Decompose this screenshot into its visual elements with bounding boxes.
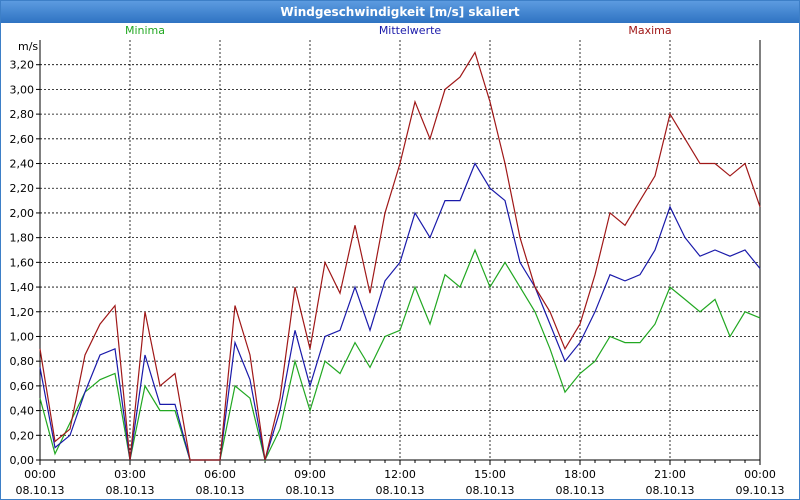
- series-line-mittelwerte: [39, 162, 761, 461]
- grid-lines: [40, 40, 760, 461]
- y-tick-label: 3,20: [10, 59, 35, 72]
- legend-maxima: Maxima: [628, 24, 672, 37]
- y-tick-label: 3,00: [10, 83, 35, 96]
- x-tick-labels: 00:00 08.10.13 03:00 08.10.13 06:00 08.10.13 0…: [16, 468, 785, 497]
- x-tick-time: 00:00: [24, 468, 56, 481]
- axes: [36, 40, 761, 465]
- x-tick-time: 03:00: [114, 468, 146, 481]
- y-tick-label: 1,80: [10, 232, 35, 245]
- x-tick-date: 08.10.13: [646, 484, 695, 497]
- x-tick-date: 08.10.13: [556, 484, 605, 497]
- y-tick-label: 2,60: [10, 133, 35, 146]
- y-tick-label: 1,20: [10, 306, 35, 319]
- x-tick-time: 21:00: [654, 468, 686, 481]
- x-tick-date: 08.10.13: [376, 484, 425, 497]
- x-tick-date: 08.10.13: [106, 484, 155, 497]
- x-tick-date: 09.10.13: [736, 484, 785, 497]
- y-tick-label: 0,60: [10, 380, 35, 393]
- x-tick-time: 12:00: [384, 468, 416, 481]
- x-tick-time: 18:00: [564, 468, 596, 481]
- window-title: Windgeschwindigkeit [m/s] skaliert: [1, 1, 799, 23]
- y-tick-labels: 0,00 0,20 0,40 0,60 0,80 1,00 1,20 1,40 1,60 1,80…: [10, 59, 35, 467]
- series-line-minima: [39, 248, 761, 462]
- x-tick-time: 09:00: [294, 468, 326, 481]
- y-tick-label: 1,60: [10, 256, 35, 269]
- series-lines: [39, 50, 761, 462]
- x-tick-date: 08.10.13: [466, 484, 515, 497]
- legend-minima: Minima: [124, 24, 166, 37]
- y-tick-label: 2,40: [10, 158, 35, 171]
- y-tick-label: 2,20: [10, 182, 35, 195]
- y-tick-label: 1,40: [10, 281, 35, 294]
- series-line-maxima: [39, 50, 761, 461]
- x-tick-date: 08.10.13: [196, 484, 245, 497]
- y-tick-label: 2,00: [10, 207, 35, 220]
- x-tick-time: 00:00: [744, 468, 776, 481]
- x-tick-date: 08.10.13: [16, 484, 65, 497]
- y-axis-unit: m/s: [18, 40, 38, 53]
- x-tick-time: 15:00: [474, 468, 506, 481]
- y-tick-label: 0,40: [10, 405, 35, 418]
- x-tick-time: 06:00: [204, 468, 236, 481]
- y-tick-label: 0,80: [10, 355, 35, 368]
- y-tick-label: 0,20: [10, 429, 35, 442]
- y-tick-label: 1,00: [10, 330, 35, 343]
- x-tick-date: 08.10.13: [286, 484, 335, 497]
- y-tick-label: 2,80: [10, 108, 35, 121]
- y-tick-label: 0,00: [10, 454, 35, 467]
- legend-mittelwerte: Mittelwerte: [378, 24, 442, 37]
